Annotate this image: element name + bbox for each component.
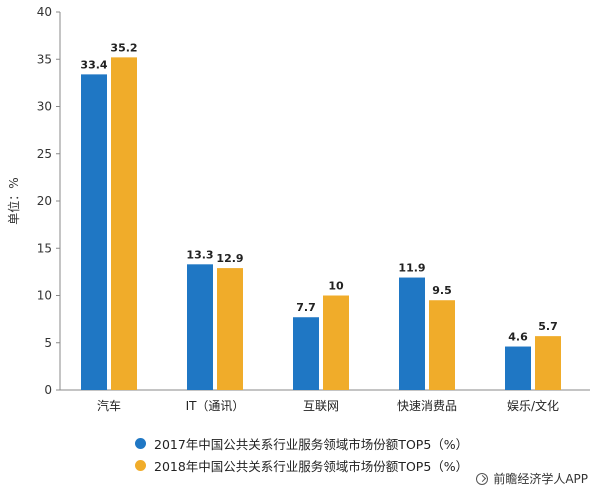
data-label: 4.6 xyxy=(508,331,528,344)
source-text: 前瞻经济学人APP xyxy=(493,472,588,486)
bar-2017 xyxy=(293,317,319,390)
data-label: 7.7 xyxy=(296,301,316,314)
bar-2018 xyxy=(111,57,137,391)
bar-2017 xyxy=(187,264,213,390)
data-label: 11.9 xyxy=(398,262,425,275)
x-category-label: 快速消费品 xyxy=(397,399,457,413)
legend-label-2017: 2017年中国公共关系行业服务领域市场份额TOP5（%） xyxy=(154,436,469,452)
bar-2017 xyxy=(399,277,425,390)
legend-item-2017: 2017年中国公共关系行业服务领域市场份额TOP5（%） xyxy=(135,432,468,454)
data-label: 10 xyxy=(328,280,344,293)
x-category-label: 汽车 xyxy=(97,398,121,413)
source-icon xyxy=(476,472,489,485)
y-tick-label: 5 xyxy=(44,336,52,350)
source-note: 前瞻经济学人APP xyxy=(476,470,588,487)
y-tick-label: 15 xyxy=(37,241,52,255)
legend-marker-2018 xyxy=(135,459,146,471)
x-category-label: 互联网 xyxy=(303,399,339,413)
y-tick-label: 20 xyxy=(37,194,52,208)
data-label: 35.2 xyxy=(110,41,137,54)
y-tick-label: 35 xyxy=(37,52,52,66)
bar-2018 xyxy=(217,268,243,390)
bar-2018 xyxy=(323,295,349,390)
data-label: 33.4 xyxy=(80,58,107,71)
legend-label-2018: 2018年中国公共关系行业服务领域市场份额TOP5（%） xyxy=(154,458,469,474)
bar-chart: 0 5 10 15 20 25 30 35 40 33.435.2 13.3 12.9 7.7 10 11… xyxy=(6,5,590,413)
bar-2018 xyxy=(429,300,455,390)
y-tick-label: 25 xyxy=(37,147,52,161)
y-tick-label: 30 xyxy=(37,100,52,114)
legend: 2017年中国公共关系行业服务领域市场份额TOP5（%） 2018年中国公共关系… xyxy=(135,432,468,476)
y-tick-label: 10 xyxy=(37,289,52,303)
data-label: 5.7 xyxy=(538,320,558,333)
data-label: 12.9 xyxy=(216,252,243,265)
bar-2018 xyxy=(535,336,561,390)
legend-marker-2017 xyxy=(135,437,146,449)
bar-2017 xyxy=(81,74,107,391)
y-tick-label: 0 xyxy=(44,383,52,397)
y-tick-label: 40 xyxy=(37,5,52,19)
x-category-label: IT（通讯） xyxy=(186,399,245,413)
data-label: 13.3 xyxy=(186,248,213,261)
x-category-label: 娱乐/文化 xyxy=(507,398,559,413)
legend-item-2018: 2018年中国公共关系行业服务领域市场份额TOP5（%） xyxy=(135,454,468,476)
data-label: 9.5 xyxy=(432,284,452,297)
bar-2017 xyxy=(505,346,531,390)
y-axis-label: 单位：% xyxy=(6,177,21,224)
